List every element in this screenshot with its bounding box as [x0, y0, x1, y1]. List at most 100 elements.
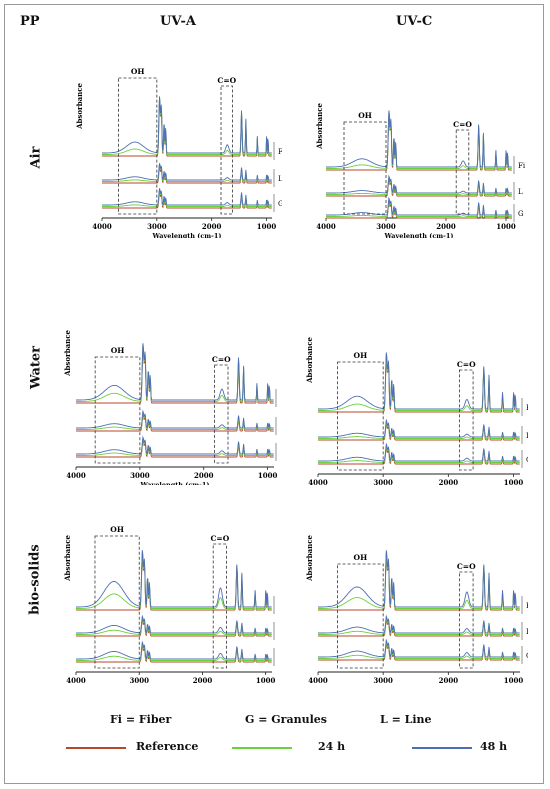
spectrum-line-l-reference — [76, 412, 274, 432]
sample-label: L — [278, 175, 282, 183]
spectrum-line-fi-24h — [326, 111, 512, 169]
sample-label: L — [526, 628, 528, 636]
region-box-hydroxyl — [118, 77, 158, 215]
spectrum-line-g-reference — [318, 641, 520, 661]
x-tick-label: 3000 — [373, 676, 393, 685]
legend-swatch-48h — [412, 747, 472, 749]
sample-label: G — [526, 456, 528, 464]
x-tick-label: 3000 — [376, 222, 396, 231]
y-axis-label: Absorbance — [75, 83, 84, 130]
spectrum-line-fi-48h — [76, 343, 274, 401]
sample-label: Fi — [526, 602, 528, 610]
spectrum-line-l-48h — [76, 614, 272, 634]
spectrum-line-fi-48h — [318, 550, 520, 608]
spectrum-line-l-24h — [318, 420, 520, 439]
sample-label: Fi — [518, 162, 526, 170]
spectrum-line-fi-24h — [102, 97, 272, 155]
spectrum-line-l-24h — [326, 176, 512, 195]
x-tick-label: 4000 — [316, 222, 336, 231]
spectrum-line-l-24h — [76, 411, 274, 430]
y-axis-label: Absorbance — [305, 337, 314, 384]
spectrum-line-g-24h — [318, 640, 520, 659]
region-box-carbonyl — [458, 369, 474, 471]
legend-48h: 48 h — [480, 740, 508, 753]
legend-swatch-reference — [66, 747, 126, 749]
spectrum-line-g-24h — [76, 437, 274, 456]
spectrum-line-l-48h — [102, 163, 272, 181]
region-box-hydroxyl — [94, 356, 141, 464]
x-tick-label: 3000 — [129, 676, 149, 685]
spectrum-line-g-48h — [76, 435, 274, 455]
x-tick-label: 4000 — [66, 676, 86, 685]
x-tick-label: 1000 — [496, 222, 516, 231]
spectrum-line-fi-reference — [76, 553, 272, 611]
region-box-hydroxyl — [337, 361, 384, 471]
sample-label: Fi — [526, 404, 528, 412]
legend-swatch-24h — [232, 747, 292, 749]
spectrum-line-fi-reference — [318, 355, 520, 413]
sample-label: G — [526, 652, 528, 660]
spectrum-line-l-48h — [318, 614, 520, 634]
spectrum-line-g-24h — [76, 642, 272, 661]
spectrum-line-g-reference — [102, 191, 272, 209]
region-box-carbonyl — [220, 85, 233, 215]
y-axis-label: Absorbance — [305, 535, 314, 582]
x-tick-label: 2000 — [194, 471, 214, 480]
sample-label: G — [518, 210, 524, 218]
legend-fiber: Fi = Fiber — [110, 713, 172, 726]
region-box-hydroxyl — [337, 563, 384, 669]
spectrum-line-l-24h — [76, 616, 272, 635]
figure-frame — [4, 4, 544, 784]
spectrum-line-fi-reference — [102, 99, 272, 157]
spectrum-line-g-48h — [318, 638, 520, 658]
spectrum-line-l-48h — [326, 174, 512, 194]
region-label-hydroxyl: OH — [358, 111, 372, 120]
spectrum-line-g-48h — [318, 442, 520, 462]
spectrum-line-g-reference — [326, 199, 512, 219]
sample-label: L — [526, 432, 528, 440]
region-label-carbonyl: C=O — [210, 534, 229, 543]
region-label-carbonyl: C=O — [217, 76, 236, 85]
spectrum-line-fi-48h — [318, 352, 520, 410]
x-tick-label: 4000 — [308, 676, 328, 685]
legend-reference: Reference — [136, 740, 199, 753]
x-tick-label: 2000 — [436, 222, 456, 231]
x-tick-label: 3000 — [130, 471, 150, 480]
row-header-biosolids: bio-solids — [27, 544, 43, 615]
y-axis-label: Absorbance — [315, 103, 324, 150]
spectrum-line-g-48h — [76, 640, 272, 660]
material-label: PP — [20, 14, 40, 29]
row-header-air: Air — [28, 146, 44, 169]
spectrum-line-fi-reference — [76, 346, 274, 404]
sample-label: G — [278, 200, 282, 208]
x-tick-label: 2000 — [439, 676, 459, 685]
spectrum-line-g-24h — [102, 189, 272, 207]
col-header-uvc: UV-C — [396, 14, 433, 29]
spectrum-line-fi-48h — [76, 550, 272, 608]
x-tick-label: 3000 — [373, 478, 393, 487]
region-box-carbonyl — [214, 364, 229, 464]
sample-label: Fi — [278, 148, 282, 156]
region-label-hydroxyl: OH — [354, 351, 368, 360]
spectrum-line-fi-48h — [326, 110, 512, 168]
region-box-carbonyl — [458, 571, 474, 669]
spectrum-panel-air-uvc: Absorbance 4000 3000 2000 1000 Wavelength (cm… — [315, 103, 526, 238]
spectrum-line-g-reference — [76, 438, 274, 458]
spectrum-line-fi-24h — [76, 551, 272, 609]
spectrum-line-l-24h — [102, 164, 272, 182]
region-box-carbonyl — [212, 543, 227, 669]
spectrum-line-fi-reference — [326, 113, 512, 171]
col-header-uva: UV-A — [160, 14, 196, 29]
region-box-hydroxyl — [94, 535, 140, 669]
x-tick-label: 1000 — [504, 478, 524, 487]
x-axis-label: Wavelength (cm-1) — [140, 481, 210, 485]
region-label-carbonyl: C=O — [457, 562, 476, 571]
spectrum-line-fi-48h — [102, 96, 272, 154]
spectrum-line-g-reference — [76, 643, 272, 663]
spectrum-line-fi-reference — [318, 553, 520, 611]
spectrum-line-l-reference — [318, 617, 520, 637]
row-header-water: Water — [28, 345, 44, 390]
x-tick-label: 4000 — [308, 478, 328, 487]
